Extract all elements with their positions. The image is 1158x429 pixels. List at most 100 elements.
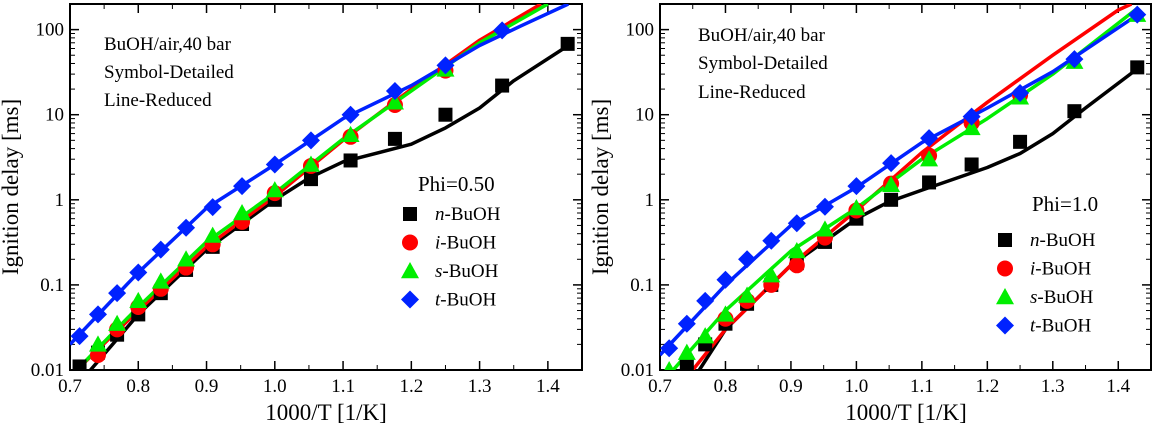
s-BuOH-marker [341, 125, 360, 143]
x-tick-label: 1.4 [536, 376, 560, 397]
condition-label: Phi=0.50 [418, 172, 495, 196]
t-BuOH-marker [762, 231, 781, 250]
x-tick-label: 1.2 [399, 376, 423, 397]
plot-frame-left [69, 3, 583, 371]
annotation-line-2: Symbol-Detailed [104, 62, 234, 83]
s-BuOH-marker [108, 314, 127, 331]
x-tick-label: 0.8 [126, 376, 150, 397]
annotation-line-1: BuOH/air,40 bar [104, 34, 232, 55]
y-axis-title: Ignition delay [ms] [0, 99, 23, 275]
legend-label-t-BuOH: t-BuOH [1030, 316, 1092, 337]
t-BuOH-marker [177, 218, 196, 237]
annotation-line-3: Line-Reduced [698, 82, 806, 103]
y-tick-label: 10 [45, 105, 64, 126]
s-BuOH-marker [385, 93, 404, 110]
x-axis-title: 1000/T [1/K] [265, 400, 387, 425]
s-BuOH-marker [882, 175, 901, 193]
t-BuOH-marker [1128, 5, 1147, 24]
t-BuOH-marker [70, 327, 89, 346]
y-tick-label: 0.1 [40, 275, 64, 296]
t-BuOH-marker [108, 284, 127, 303]
y-tick-label: 100 [626, 20, 655, 41]
y-tick-label: 0.1 [630, 275, 654, 296]
n-BuOH-marker [387, 131, 402, 146]
legend-marker-n-BuOH [403, 207, 417, 221]
legend-label-t-BuOH: t-BuOH [435, 290, 497, 311]
legend-label-suffix: -BuOH [442, 261, 498, 282]
legend-label-s-BuOH: s-BuOH [435, 261, 499, 282]
legend-label-i-BuOH: i-BuOH [1030, 259, 1092, 280]
y-tick-label: 1 [55, 190, 65, 211]
legend-label-prefix: s [1030, 287, 1037, 308]
x-tick-label: 1.3 [1041, 376, 1065, 397]
annotation-line-3: Line-Reduced [104, 90, 212, 111]
t-BuOH-marker [151, 240, 170, 259]
n-BuOH-marker [560, 36, 575, 51]
legend-label-suffix: -BuOH [440, 290, 496, 311]
s-BuOH-marker [177, 250, 196, 267]
t-BuOH-marker [203, 198, 222, 217]
t-BuOH-marker [233, 177, 252, 196]
t-BuOH-marker [385, 81, 404, 100]
s-BuOH-marker [265, 181, 284, 198]
x-tick-label: 1.0 [845, 376, 869, 397]
t-BuOH-marker [677, 314, 696, 333]
t-BuOH-marker [696, 291, 715, 310]
n-BuOH-marker [1013, 134, 1028, 149]
y-tick-label: 10 [635, 105, 654, 126]
legend-label-suffix: -BuOH [445, 204, 501, 225]
n-BuOH-marker [303, 172, 318, 187]
t-BuOH-marker [716, 270, 735, 289]
condition-label: Phi=1.0 [1032, 192, 1098, 216]
t-BuOH-marker [341, 105, 360, 124]
y-tick-label: 1 [645, 190, 655, 211]
t-BuOH-marker [493, 21, 512, 40]
s-BuOH-marker [677, 343, 696, 360]
legend-marker-t-BuOH [996, 316, 1014, 335]
legend-label-suffix: -BuOH [1040, 230, 1096, 251]
legend-label-suffix: -BuOH [440, 233, 496, 254]
x-tick-label: 1.3 [468, 376, 492, 397]
legend-label-prefix: n [435, 204, 445, 225]
legend-marker-s-BuOH [401, 262, 419, 279]
s-BuOH-marker [847, 199, 866, 216]
t-BuOH-marker [738, 250, 757, 269]
n-BuOH-marker [72, 359, 87, 370]
s-BuOH-marker [129, 291, 148, 309]
i-BuOH-marker [788, 257, 805, 274]
x-tick-label: 1.4 [1106, 376, 1130, 397]
s-BuOH-marker [151, 272, 170, 289]
legend-label-i-BuOH: i-BuOH [435, 233, 497, 254]
x-tick-label: 0.7 [648, 376, 672, 397]
n-BuOH-marker [964, 157, 979, 172]
t-BuOH-marker [1065, 50, 1084, 69]
plot-frame-right [659, 3, 1152, 371]
t-BuOH-marker [129, 263, 148, 282]
annotation-line-2: Symbol-Detailed [698, 53, 828, 74]
s-BuOH-marker [696, 327, 715, 344]
legend-label-prefix: s [435, 261, 442, 282]
t-BuOH-marker [882, 154, 901, 173]
s-BuOH-marker [962, 118, 981, 136]
legend-marker-i-BuOH [997, 260, 1013, 277]
t-BuOH-marker [787, 214, 806, 233]
t-BuOH-marker [1011, 83, 1030, 102]
n-BuOH-marker [438, 107, 453, 122]
legend-label-suffix: -BuOH [1037, 287, 1093, 308]
s-BuOH-marker [233, 203, 252, 221]
s-BuOH-marker [203, 226, 222, 243]
annotation-line-1: BuOH/air,40 bar [698, 25, 826, 46]
s-BuOH-marker [664, 361, 675, 370]
panel-left: 0.7 0.8 0.9 1.0 1.1 1.2 1.3 1.4 0.01 0.1 1 10 100 Bu… [0, 3, 583, 425]
n-BuOH-marker [922, 175, 937, 190]
x-tick-label: 0.7 [58, 376, 82, 397]
t-BuOH-marker [301, 131, 320, 150]
t-BuOH-marker [436, 56, 455, 75]
legend-label-prefix: n [1030, 230, 1040, 251]
t-BuOH-marker [815, 197, 834, 216]
s-BuOH-marker [920, 150, 939, 167]
x-tick-label: 0.9 [195, 376, 219, 397]
legend-label-prefix: t [1030, 316, 1036, 337]
s-BuOH-marker [716, 305, 735, 322]
